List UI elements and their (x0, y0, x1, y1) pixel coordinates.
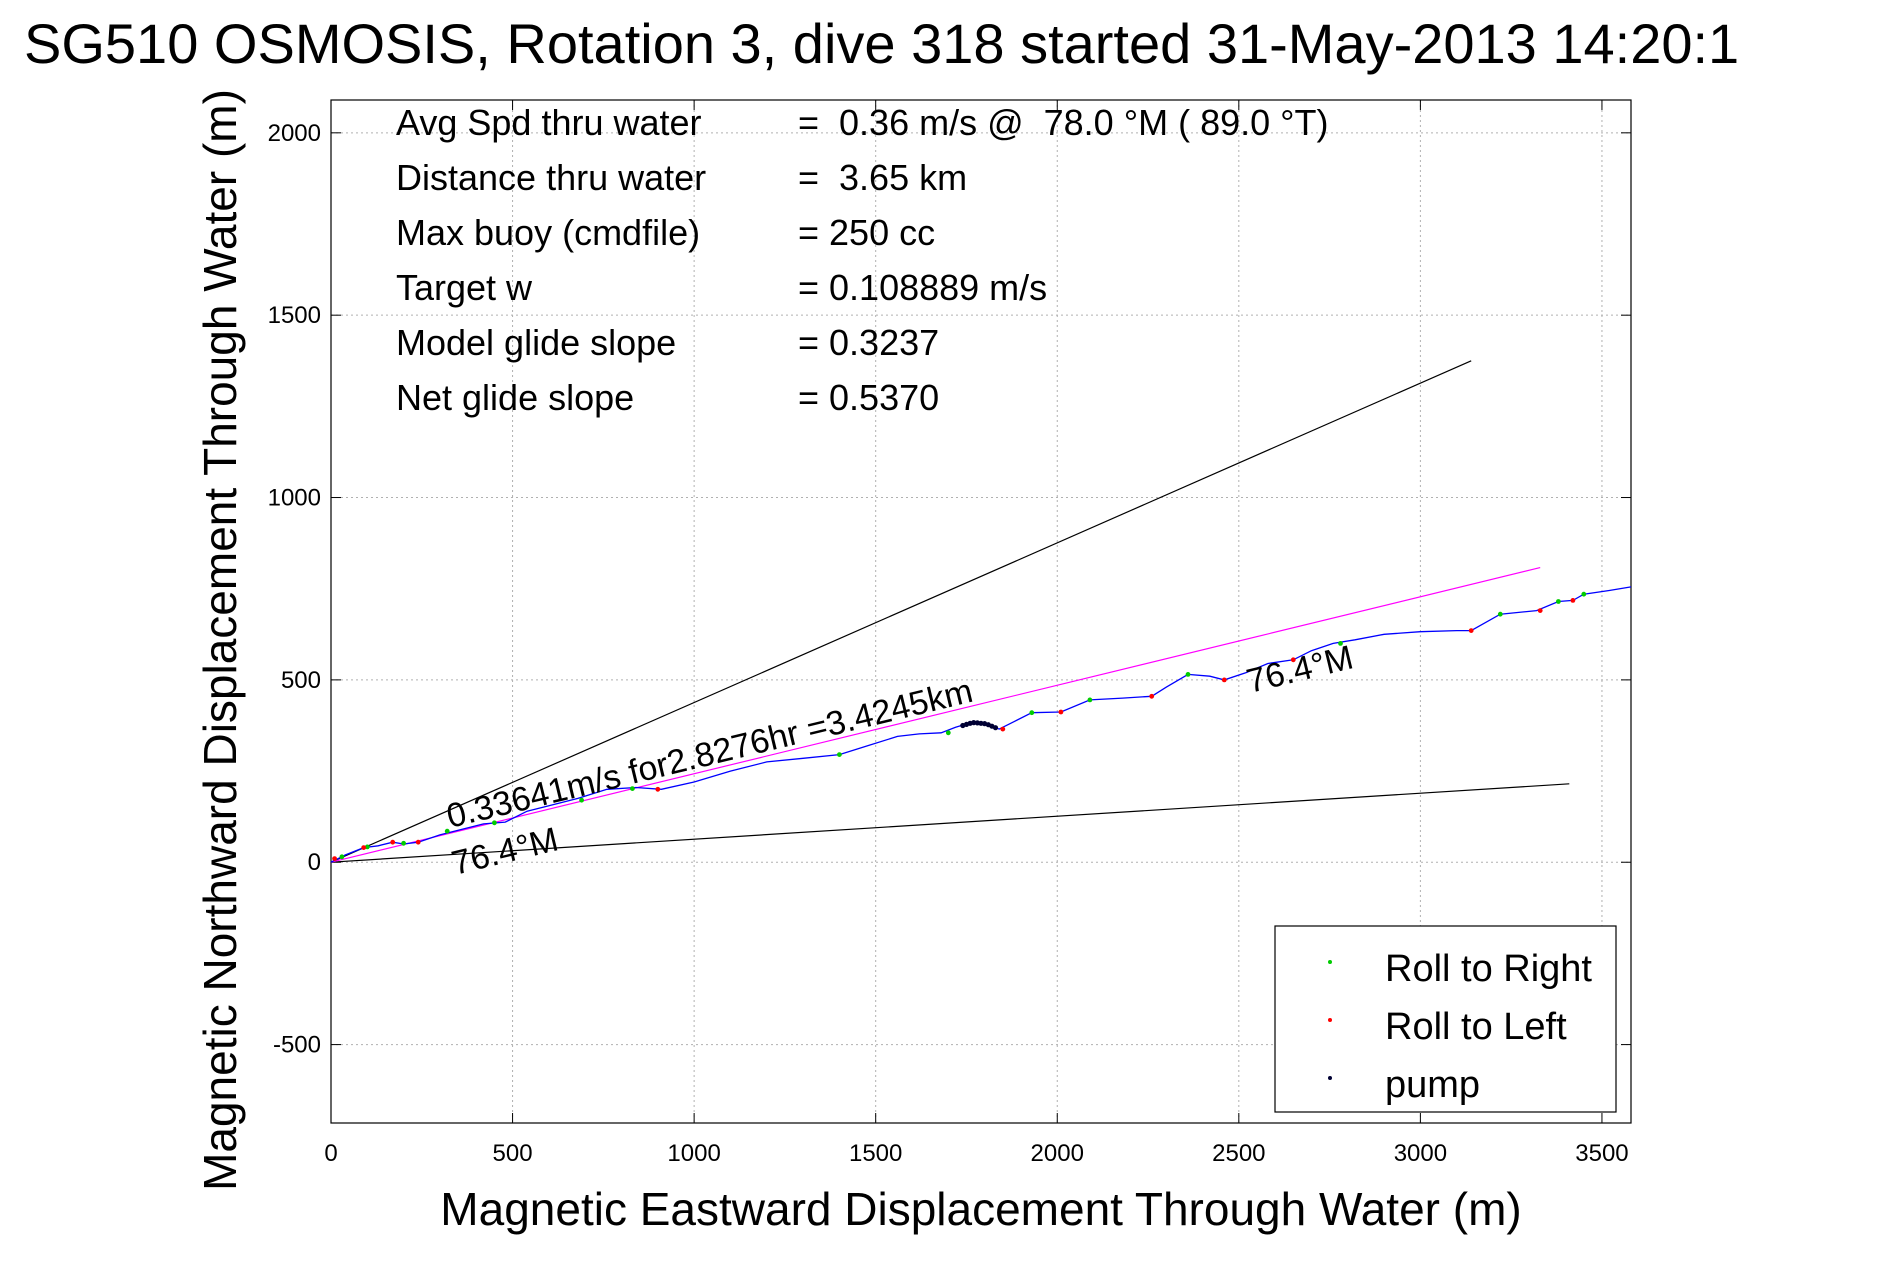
y-tick-label: 0 (308, 849, 321, 876)
roll-left-marker (415, 839, 421, 845)
x-tick-label: 3000 (1394, 1140, 1447, 1167)
x-tick-label: 1000 (667, 1140, 720, 1167)
x-axis-label: Magnetic Eastward Displacement Through W… (440, 1183, 1521, 1235)
roll-right-marker (945, 730, 951, 736)
roll-right-marker (1185, 672, 1191, 677)
roll-left-marker (655, 786, 661, 792)
roll-right-marker (1581, 591, 1587, 597)
legend-label-pump: pump (1385, 1064, 1480, 1106)
info-value-avg-spd: = 0.36 m/s @ 78.0 °M ( 89.0 °T) (798, 102, 1329, 143)
info-value-net-glide: = 0.5370 (798, 377, 939, 418)
x-tick-label: 2000 (1031, 1140, 1084, 1167)
chart-title: SG510 OSMOSIS, Rotation 3, dive 318 star… (24, 12, 1739, 75)
info-value-model-glide: = 0.3237 (798, 322, 939, 363)
roll-left-marker (1000, 726, 1006, 732)
y-tick-label: 1000 (268, 485, 321, 512)
info-label-max-buoy: Max buoy (cmdfile) (396, 212, 700, 253)
x-tick-label: 3500 (1575, 1140, 1628, 1167)
x-tick-label: 0 (324, 1140, 337, 1167)
roll-left-marker (1149, 693, 1155, 699)
roll-right-marker (1556, 599, 1561, 604)
info-label-model-glide: Model glide slope (396, 322, 676, 363)
markers (332, 591, 1587, 861)
legend-marker-roll-right (1328, 960, 1332, 964)
legend-label-roll-left: Roll to Left (1385, 1006, 1567, 1048)
roll-left-marker (1221, 677, 1227, 683)
roll-right-marker (364, 844, 370, 850)
info-label-avg-spd: Avg Spd thru water (396, 102, 702, 143)
legend-box (1274, 925, 1617, 1113)
series-line-heading (330, 567, 1541, 863)
roll-left-marker (332, 856, 337, 861)
roll-right-marker (401, 840, 406, 846)
y-tick-label: 500 (281, 667, 321, 694)
roll-right-marker (1338, 641, 1343, 646)
x-tick-label: 500 (493, 1140, 533, 1167)
plot-frame (330, 99, 1632, 1124)
y-tick-label: -500 (273, 1032, 321, 1059)
legend-marker-roll-left (1328, 1018, 1332, 1022)
grid (331, 100, 1631, 1123)
roll-left-marker (390, 839, 396, 845)
info-label-target-w: Target w (396, 267, 533, 308)
roll-right-marker (1497, 611, 1503, 617)
roll-left-marker (1290, 657, 1296, 663)
roll-left-marker (1468, 628, 1474, 633)
x-tick-label: 1500 (849, 1140, 902, 1167)
roll-left-marker (361, 845, 367, 850)
roll-right-marker (579, 797, 584, 803)
info-value-distance: = 3.65 km (798, 157, 967, 198)
roll-left-marker (1570, 598, 1576, 603)
x-tick-label: 2500 (1212, 1140, 1265, 1167)
y-tick-label: 1500 (268, 302, 321, 329)
info-label-net-glide: Net glide slope (396, 377, 634, 418)
series-line-bound-lower (330, 783, 1570, 863)
info-label-distance: Distance thru water (396, 157, 706, 198)
roll-right-marker (630, 786, 635, 791)
legend-marker-pump (1328, 1076, 1332, 1080)
roll-right-marker (444, 828, 450, 834)
roll-left-marker (1537, 608, 1543, 613)
info-value-max-buoy: = 250 cc (798, 212, 935, 253)
y-tick-label: 2000 (268, 120, 321, 147)
legend-label-roll-right: Roll to Right (1385, 948, 1592, 990)
roll-right-marker (837, 752, 842, 757)
pump-marker (992, 725, 999, 731)
series-line-bound-upper (330, 360, 1472, 863)
y-ticks: -500 0 500 1000 1500 2000 (268, 120, 1631, 1059)
legend: Roll to Right Roll to Left pump (1274, 925, 1617, 1113)
info-value-target-w: = 0.108889 m/s (798, 267, 1047, 308)
x-ticks: 0 500 1000 1500 2000 2500 3000 3500 (324, 100, 1629, 1167)
y-axis-label: Magnetic Northward Displacement Through … (194, 89, 246, 1191)
roll-right-marker (1087, 697, 1093, 703)
roll-right-marker (492, 820, 497, 826)
roll-right-marker (1029, 710, 1035, 716)
roll-right-marker (339, 854, 345, 860)
info-box: Avg Spd thru water = 0.36 m/s @ 78.0 °M … (396, 102, 1329, 418)
roll-left-marker (1058, 709, 1064, 715)
